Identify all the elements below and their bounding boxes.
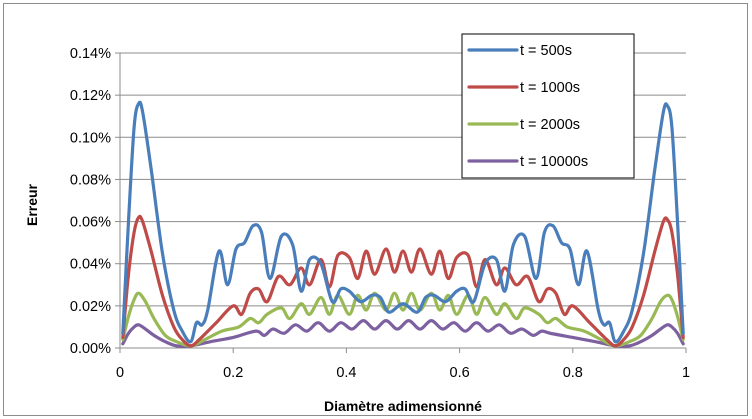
y-tick-label: 0.02%	[70, 299, 111, 315]
series-lines	[121, 100, 685, 349]
axes	[115, 52, 687, 353]
x-tick-label: 0.2	[223, 365, 243, 381]
y-tick-label: 0.10%	[70, 130, 111, 146]
y-tick-label: 0.06%	[70, 215, 111, 231]
x-tick-label: 1	[682, 365, 690, 381]
x-tick-label: 0.4	[336, 365, 356, 381]
x-tick-labels: 0 0.2 0.4 0.6 0.8 1	[116, 365, 690, 381]
x-tick-label: 0.8	[563, 365, 583, 381]
legend-label: t = 500s	[520, 43, 572, 59]
y-tick-label: 0.04%	[70, 257, 111, 273]
x-tick-label: 0	[116, 365, 124, 381]
legend-label: t = 10000s	[520, 154, 588, 170]
x-axis-title: Diamètre adimensionné	[324, 398, 482, 414]
series-line	[121, 291, 685, 348]
y-tick-labels: 0.00% 0.02% 0.04% 0.06% 0.08% 0.10% 0.12% 0.14%	[70, 46, 111, 357]
legend-box	[461, 33, 635, 179]
legend-label: t = 1000s	[520, 80, 580, 96]
y-tick-label: 0.12%	[70, 88, 111, 104]
y-tick-label: 0.14%	[70, 46, 111, 62]
y-tick-label: 0.00%	[70, 341, 111, 357]
legend: t = 500s t = 1000s t = 2000s t = 10000s	[461, 33, 635, 179]
legend-label: t = 2000s	[520, 117, 580, 133]
x-tick-label: 0.6	[450, 365, 470, 381]
series-line	[121, 214, 685, 348]
y-axis-title: Erreur	[24, 183, 40, 226]
y-tick-label: 0.08%	[70, 172, 111, 188]
series-line	[121, 100, 685, 344]
